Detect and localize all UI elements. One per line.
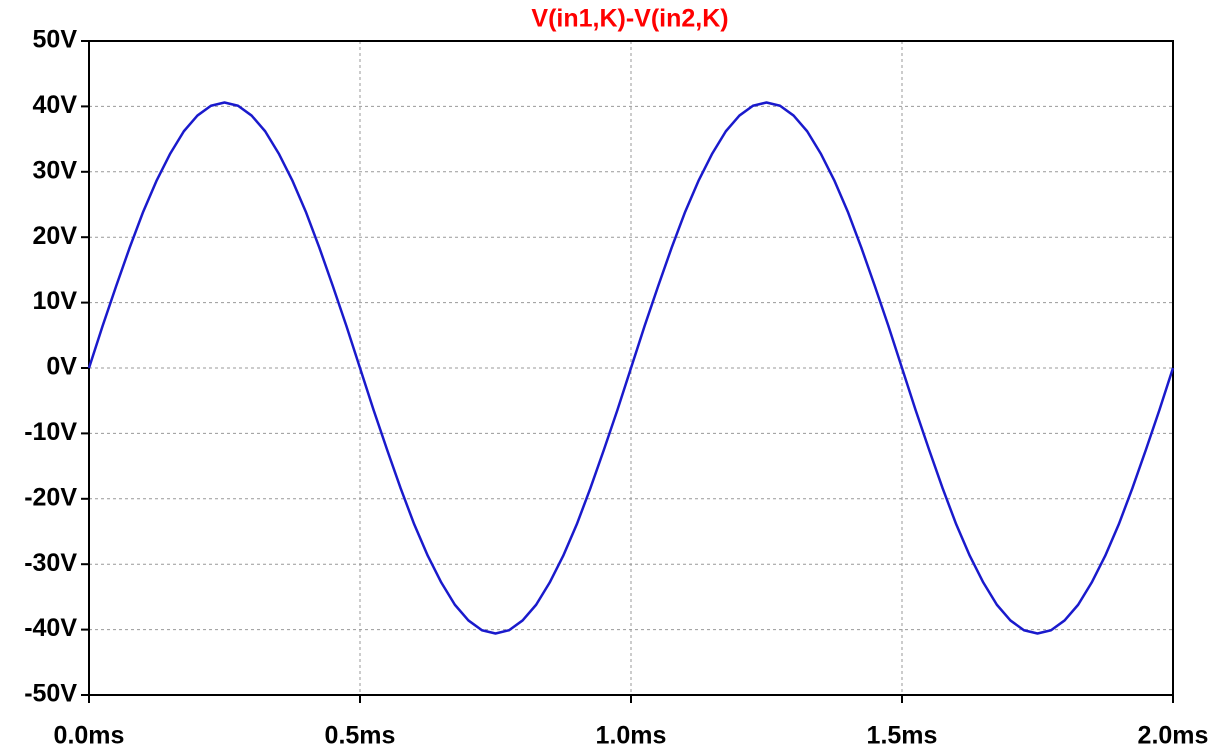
y-tick-label: 50V — [33, 26, 78, 54]
y-tick-label: 30V — [33, 156, 78, 184]
y-tick-label: 0V — [46, 353, 77, 381]
y-tick-label: 40V — [33, 91, 78, 119]
x-tick-label: 0.0ms — [54, 722, 125, 750]
x-tick-label: 1.5ms — [867, 722, 938, 750]
y-tick-label: -40V — [24, 614, 77, 642]
y-tick-label: -30V — [24, 549, 77, 577]
y-tick-label: -20V — [24, 483, 77, 511]
trace — [87, 101, 1175, 635]
y-tick-label: -50V — [24, 680, 77, 708]
y-tick-label: 10V — [33, 287, 78, 315]
y-tick-label: -10V — [24, 418, 77, 446]
x-tick-label: 2.0ms — [1138, 722, 1209, 750]
x-tick-label: 0.5ms — [325, 722, 396, 750]
chart-title: V(in1,K)-V(in2,K) — [531, 5, 728, 33]
x-tick-label: 1.0ms — [596, 722, 667, 750]
y-tick-label: 20V — [33, 222, 78, 250]
